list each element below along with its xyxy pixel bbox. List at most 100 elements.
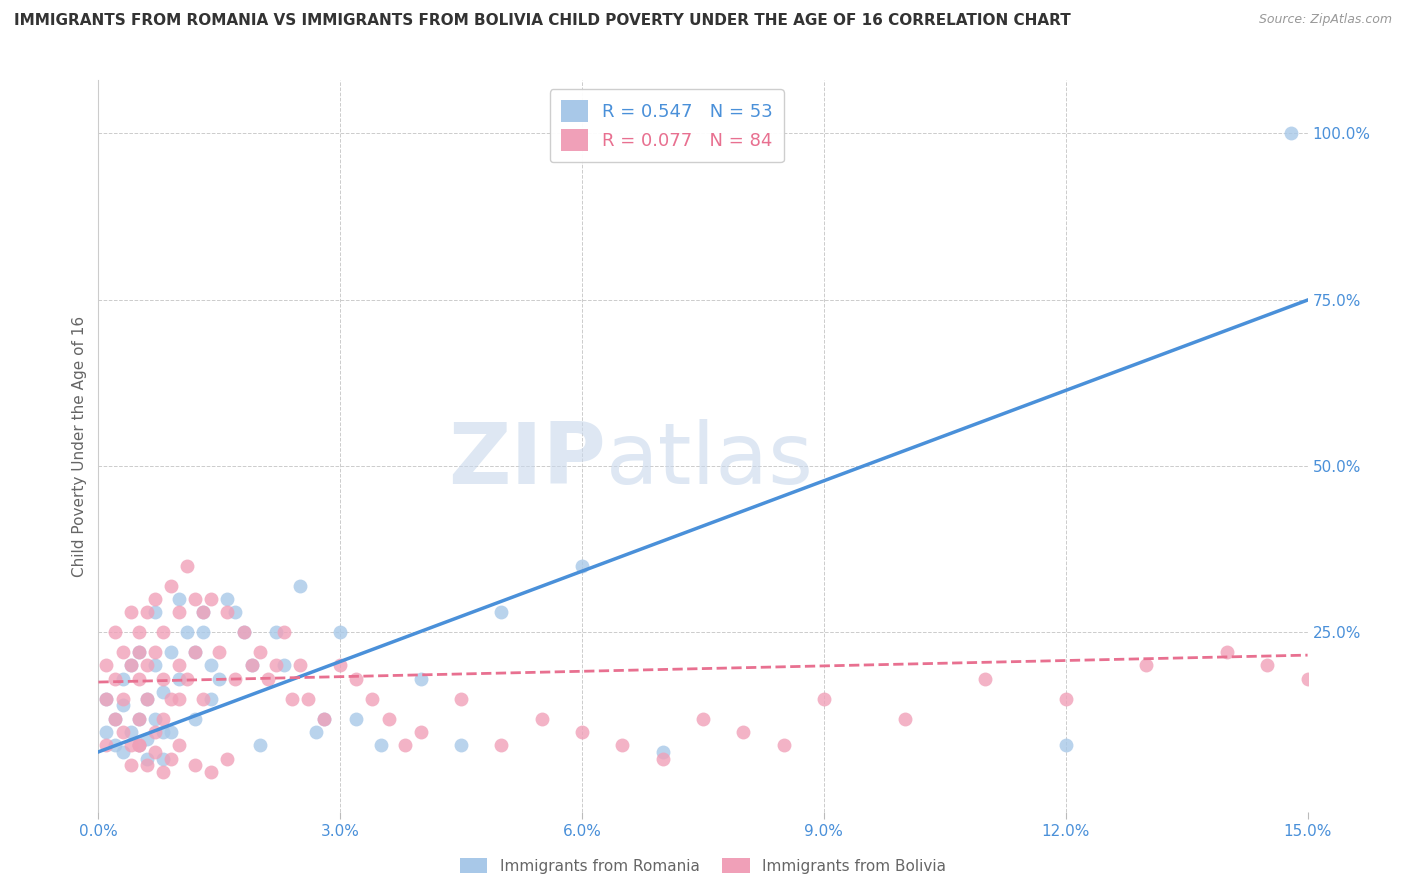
Point: [160, 725, 183, 739]
Point: [409, 725, 432, 739]
Point: [128, 672, 150, 686]
Y-axis label: Child Poverty Under the Age of 16: Child Poverty Under the Age of 16: [72, 316, 87, 576]
Point: [167, 658, 190, 673]
Point: [176, 625, 198, 640]
Point: [120, 725, 142, 739]
Point: [651, 745, 673, 759]
Point: [96, 738, 118, 752]
Point: [491, 605, 513, 619]
Point: [208, 645, 231, 659]
Point: [143, 658, 166, 673]
Point: [450, 691, 472, 706]
Point: [152, 764, 174, 779]
Point: [1281, 127, 1303, 141]
Point: [120, 658, 142, 673]
Point: [135, 751, 157, 765]
Point: [249, 738, 271, 752]
Point: [135, 605, 157, 619]
Point: [128, 712, 150, 726]
Point: [128, 712, 150, 726]
Point: [128, 738, 150, 752]
Point: [772, 738, 794, 752]
Point: [103, 625, 125, 640]
Point: [193, 605, 215, 619]
Point: [329, 625, 352, 640]
Point: [96, 658, 118, 673]
Point: [200, 764, 222, 779]
Point: [111, 691, 134, 706]
Point: [152, 751, 174, 765]
Point: [143, 745, 166, 759]
Point: [160, 645, 183, 659]
Point: [893, 712, 915, 726]
Legend: Immigrants from Romania, Immigrants from Bolivia: Immigrants from Romania, Immigrants from…: [454, 852, 952, 880]
Point: [176, 672, 198, 686]
Point: [184, 591, 207, 606]
Point: [152, 625, 174, 640]
Text: atlas: atlas: [606, 419, 814, 502]
Point: [217, 751, 239, 765]
Point: [571, 558, 593, 573]
Point: [249, 645, 271, 659]
Point: [217, 591, 239, 606]
Point: [111, 745, 134, 759]
Point: [143, 591, 166, 606]
Point: [160, 579, 183, 593]
Point: [370, 738, 392, 752]
Point: [160, 691, 183, 706]
Point: [167, 691, 190, 706]
Point: [103, 738, 125, 752]
Point: [167, 605, 190, 619]
Point: [143, 712, 166, 726]
Point: [103, 712, 125, 726]
Point: [329, 658, 352, 673]
Point: [409, 672, 432, 686]
Point: [152, 685, 174, 699]
Point: [193, 605, 215, 619]
Point: [224, 672, 246, 686]
Point: [200, 591, 222, 606]
Point: [111, 672, 134, 686]
Point: [1054, 691, 1077, 706]
Text: IMMIGRANTS FROM ROMANIA VS IMMIGRANTS FROM BOLIVIA CHILD POVERTY UNDER THE AGE O: IMMIGRANTS FROM ROMANIA VS IMMIGRANTS FR…: [14, 13, 1071, 29]
Legend: R = 0.547   N = 53, R = 0.077   N = 84: R = 0.547 N = 53, R = 0.077 N = 84: [550, 89, 783, 162]
Point: [120, 738, 142, 752]
Point: [273, 658, 295, 673]
Point: [281, 691, 304, 706]
Point: [152, 712, 174, 726]
Point: [1054, 738, 1077, 752]
Point: [135, 758, 157, 772]
Point: [692, 712, 714, 726]
Point: [264, 625, 287, 640]
Point: [305, 725, 328, 739]
Point: [1135, 658, 1157, 673]
Point: [167, 672, 190, 686]
Point: [240, 658, 263, 673]
Point: [111, 698, 134, 713]
Point: [264, 658, 287, 673]
Point: [974, 672, 997, 686]
Point: [193, 691, 215, 706]
Point: [651, 751, 673, 765]
Point: [297, 691, 319, 706]
Point: [184, 645, 207, 659]
Point: [120, 758, 142, 772]
Point: [111, 725, 134, 739]
Point: [143, 645, 166, 659]
Point: [176, 558, 198, 573]
Point: [135, 691, 157, 706]
Point: [160, 751, 183, 765]
Point: [184, 758, 207, 772]
Point: [143, 725, 166, 739]
Point: [135, 658, 157, 673]
Point: [240, 658, 263, 673]
Point: [96, 725, 118, 739]
Point: [120, 658, 142, 673]
Point: [450, 738, 472, 752]
Point: [612, 738, 634, 752]
Point: [394, 738, 416, 752]
Point: [128, 645, 150, 659]
Point: [103, 672, 125, 686]
Point: [256, 672, 278, 686]
Point: [224, 605, 246, 619]
